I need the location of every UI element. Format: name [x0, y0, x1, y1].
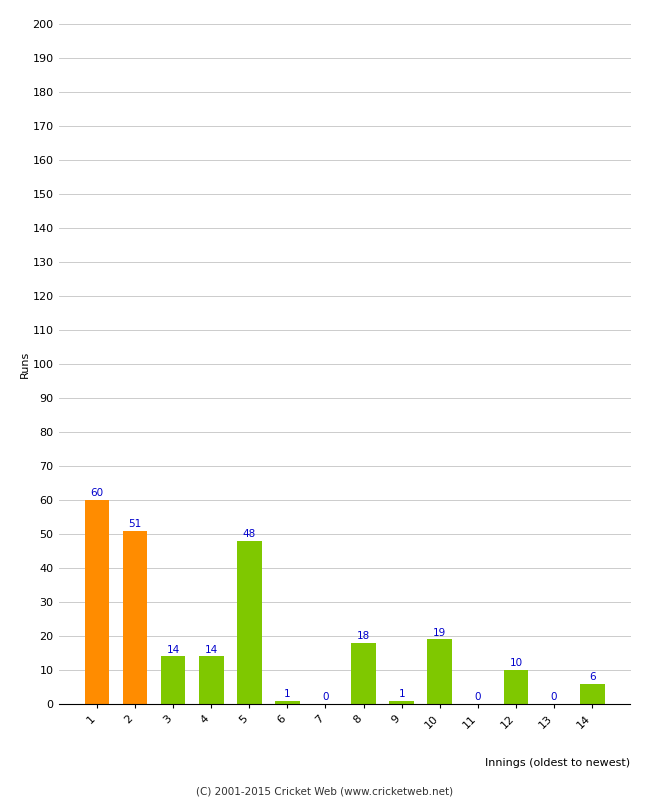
- Bar: [504, 670, 528, 704]
- Text: 10: 10: [510, 658, 523, 668]
- Text: 0: 0: [551, 692, 557, 702]
- Text: 6: 6: [589, 672, 595, 682]
- Bar: [351, 643, 376, 704]
- Text: (C) 2001-2015 Cricket Web (www.cricketweb.net): (C) 2001-2015 Cricket Web (www.cricketwe…: [196, 786, 454, 796]
- Text: 51: 51: [128, 519, 142, 529]
- Bar: [237, 541, 262, 704]
- Text: 60: 60: [90, 488, 103, 498]
- Y-axis label: Runs: Runs: [20, 350, 30, 378]
- Bar: [161, 656, 185, 704]
- Text: Innings (oldest to newest): Innings (oldest to newest): [486, 758, 630, 768]
- Bar: [580, 683, 604, 704]
- Text: 19: 19: [433, 628, 447, 638]
- Bar: [199, 656, 224, 704]
- Text: 14: 14: [166, 645, 179, 654]
- Text: 14: 14: [205, 645, 218, 654]
- Text: 0: 0: [474, 692, 481, 702]
- Text: 1: 1: [398, 689, 405, 699]
- Text: 0: 0: [322, 692, 329, 702]
- Bar: [275, 701, 300, 704]
- Bar: [389, 701, 414, 704]
- Text: 1: 1: [284, 689, 291, 699]
- Text: 48: 48: [242, 529, 256, 539]
- Bar: [427, 639, 452, 704]
- Text: 18: 18: [357, 631, 370, 641]
- Bar: [123, 530, 148, 704]
- Bar: [84, 500, 109, 704]
